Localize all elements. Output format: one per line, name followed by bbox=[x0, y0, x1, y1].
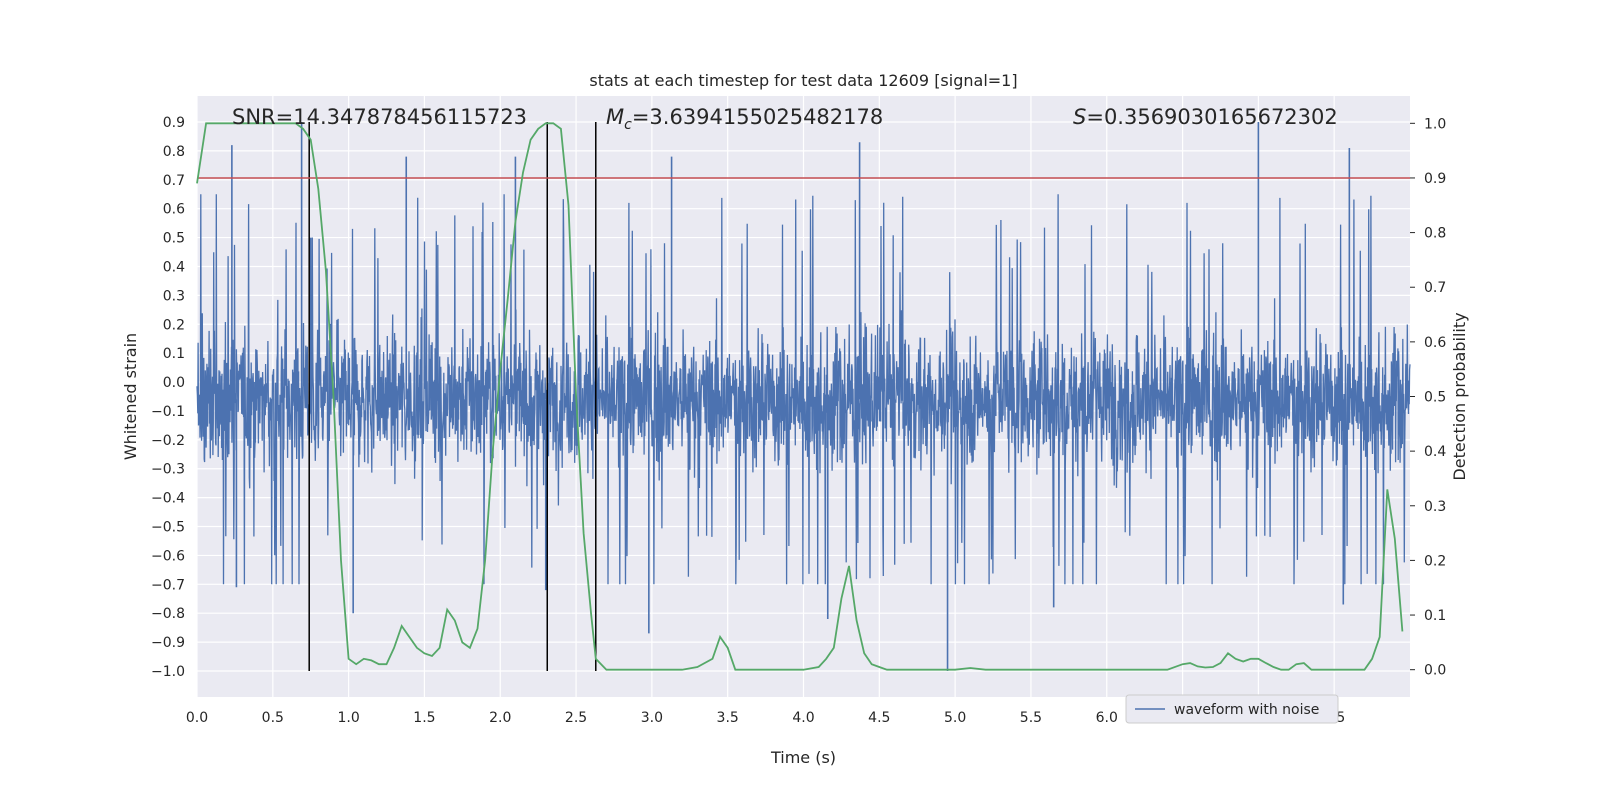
chart-title: stats at each timestep for test data 126… bbox=[589, 71, 1017, 90]
y-tick-label-right: 0.0 bbox=[1424, 663, 1446, 679]
s-value: =0.3569030165672302 bbox=[1086, 105, 1337, 129]
y-tick-label-left: 0.5 bbox=[163, 231, 185, 247]
y-tick-label-right: 1.0 bbox=[1424, 116, 1446, 132]
mc-subscript: c bbox=[624, 117, 632, 133]
legend-entry-label: waveform with noise bbox=[1174, 702, 1319, 718]
y-tick-label-right: 0.9 bbox=[1424, 171, 1446, 187]
y-tick-label-left: −1.0 bbox=[151, 664, 185, 680]
y-tick-label-left: 0.8 bbox=[163, 144, 185, 160]
chirp-mass-annotation: Mc=3.6394155025482178 bbox=[606, 105, 883, 133]
mc-value: =3.6394155025482178 bbox=[632, 105, 883, 129]
y-tick-label-right: 0.7 bbox=[1424, 280, 1446, 296]
strain-line bbox=[196, 194, 1411, 585]
y-tick-label-right: 0.4 bbox=[1424, 444, 1446, 460]
y-tick-label-left: −0.7 bbox=[151, 577, 185, 593]
probability-series bbox=[196, 122, 1404, 671]
y-tick-label-left: −0.2 bbox=[151, 433, 185, 449]
x-tick-label: 2.0 bbox=[489, 710, 511, 726]
x-tick-label: 0.5 bbox=[262, 710, 284, 726]
y-tick-label-left: 0.9 bbox=[163, 115, 185, 131]
y-tick-label-right: 0.1 bbox=[1424, 608, 1446, 624]
strain-series bbox=[196, 122, 1411, 671]
x-tick-label: 1.5 bbox=[413, 710, 435, 726]
y-tick-label-left: −0.5 bbox=[151, 520, 185, 536]
y-tick-label-left: 0.3 bbox=[163, 288, 185, 304]
y-tick-label-right: 0.8 bbox=[1424, 226, 1446, 242]
x-tick-label: 4.0 bbox=[792, 710, 814, 726]
probability-line bbox=[196, 122, 1404, 671]
y-tick-label-left: −0.9 bbox=[151, 635, 185, 651]
x-tick-label: 1.0 bbox=[337, 710, 359, 726]
mc-symbol: M bbox=[606, 105, 624, 129]
y-tick-label-left: 0.6 bbox=[163, 202, 185, 218]
y-tick-label-left: 0.1 bbox=[163, 346, 185, 362]
legend: waveform with noise bbox=[1125, 694, 1339, 724]
y-tick-label-left: −0.4 bbox=[151, 491, 185, 507]
tick-labels: 0.00.51.01.52.02.53.03.54.04.55.05.56.06… bbox=[151, 115, 1446, 726]
y-tick-label-left: 0.7 bbox=[163, 173, 185, 189]
s-symbol: S bbox=[1073, 105, 1086, 129]
y-tick-label-left: −0.6 bbox=[151, 548, 185, 564]
x-axis-label: Time (s) bbox=[770, 748, 836, 767]
x-tick-label: 2.5 bbox=[565, 710, 587, 726]
x-tick-label: 3.0 bbox=[641, 710, 663, 726]
y-tick-label-right: 0.5 bbox=[1424, 390, 1446, 406]
y-tick-label-left: −0.3 bbox=[151, 462, 185, 478]
snr-annotation: SNR=14.347878456115723 bbox=[232, 105, 527, 129]
y-tick-label-left: 0.2 bbox=[163, 317, 185, 333]
y-tick-label-right: 0.3 bbox=[1424, 499, 1446, 515]
y-axis-label-right: Detection probability bbox=[1450, 312, 1469, 480]
s-annotation: S=0.3569030165672302 bbox=[1073, 105, 1338, 129]
y-tick-label-right: 0.6 bbox=[1424, 335, 1446, 351]
x-tick-label: 3.5 bbox=[717, 710, 739, 726]
y-tick-label-right: 0.2 bbox=[1424, 553, 1446, 569]
y-tick-label-left: −0.8 bbox=[151, 606, 185, 622]
x-tick-label: 4.5 bbox=[868, 710, 890, 726]
vertical-markers bbox=[308, 122, 597, 671]
x-tick-label: 0.0 bbox=[186, 710, 208, 726]
y-axis-label-left: Whitened strain bbox=[121, 333, 140, 460]
y-tick-label-left: 0.4 bbox=[163, 259, 185, 275]
y-tick-label-left: 0.0 bbox=[163, 375, 185, 391]
y-tick-label-left: −0.1 bbox=[151, 404, 185, 420]
x-tick-label: 6.0 bbox=[1096, 710, 1118, 726]
x-tick-label: 5.5 bbox=[1020, 710, 1042, 726]
x-tick-label: 5.0 bbox=[944, 710, 966, 726]
legend-box bbox=[1125, 694, 1339, 724]
